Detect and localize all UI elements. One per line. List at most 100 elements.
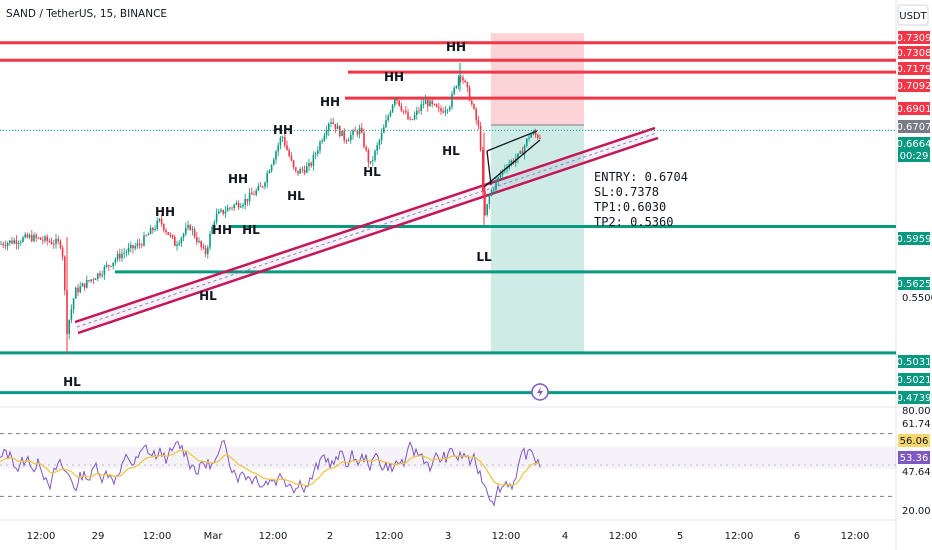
candle-body xyxy=(497,177,499,182)
candle-body xyxy=(523,145,526,155)
price-tag: 0.5031 xyxy=(897,355,932,368)
candle-body xyxy=(352,130,354,135)
candle-body xyxy=(59,241,62,248)
candle-body xyxy=(176,244,178,246)
time-tick: 2 xyxy=(327,531,333,542)
candle-body xyxy=(171,234,174,238)
rising-wedge[interactable] xyxy=(483,130,541,188)
candle-body xyxy=(53,243,55,245)
candle-body xyxy=(446,109,449,111)
candle-body xyxy=(394,98,396,105)
time-tick: 12:00 xyxy=(375,531,404,542)
candle-body xyxy=(31,235,33,242)
price-tag: 0.6664 xyxy=(897,137,932,150)
stop-zone xyxy=(491,33,584,125)
candle-body xyxy=(211,226,213,234)
price-tag-label: 0.5625 xyxy=(897,279,932,290)
candle-body xyxy=(13,240,15,244)
candle-body xyxy=(314,153,317,155)
structure-label: HH xyxy=(384,70,404,84)
candle-body xyxy=(193,229,196,237)
candle-body xyxy=(400,105,403,111)
candle-body xyxy=(330,122,332,124)
structure-label: HL xyxy=(242,223,260,237)
candle-body xyxy=(75,287,77,299)
price-tag: 0.4739 xyxy=(897,391,932,404)
structure-label: HH xyxy=(228,172,248,186)
candle-body xyxy=(479,125,482,151)
candle-body xyxy=(61,247,64,257)
rsi-tag-label: 53.36 xyxy=(900,453,929,464)
candle-body xyxy=(466,82,469,88)
candle-body xyxy=(310,163,312,166)
price-tag-label: 0.4739 xyxy=(897,393,932,404)
candle-body xyxy=(284,137,286,146)
candle-body xyxy=(130,245,132,248)
candle-body xyxy=(20,241,22,243)
price-tag-bg xyxy=(898,46,930,59)
candle-body xyxy=(33,234,35,242)
candle-body xyxy=(270,164,273,172)
candle-body xyxy=(407,112,409,120)
candle-body xyxy=(237,203,240,208)
structure-label: LL xyxy=(476,250,492,264)
candle-body xyxy=(182,233,185,238)
candle-body xyxy=(521,151,524,155)
rsi-value-tag: 53.36 xyxy=(898,451,930,464)
candle-body xyxy=(431,100,433,104)
candle-body xyxy=(440,108,442,112)
candle-body xyxy=(6,243,9,247)
candle-body xyxy=(281,137,284,138)
candle-body xyxy=(116,253,119,260)
price-tag: 0.7309 xyxy=(897,31,932,44)
candle-body xyxy=(101,274,103,276)
time-tick: 3 xyxy=(445,531,451,542)
candle-body xyxy=(167,232,169,235)
candle-body xyxy=(354,130,356,132)
candle-body xyxy=(290,156,293,161)
short-position-box[interactable] xyxy=(491,33,584,353)
y-tick-0.5500: 0.5500 xyxy=(902,293,932,304)
time-tick: 12:00 xyxy=(27,531,56,542)
candle-body xyxy=(336,126,339,130)
candle-body xyxy=(365,146,367,150)
candle-body xyxy=(114,259,117,263)
candle-body xyxy=(125,252,128,253)
price-tag-label: 0.6664 xyxy=(897,139,932,150)
price-tag: 0.6707 xyxy=(897,120,932,133)
candle-body xyxy=(233,204,235,208)
candle-body xyxy=(198,241,200,243)
candle-body xyxy=(262,186,264,188)
lightning-icon[interactable] xyxy=(531,383,549,401)
candle-body xyxy=(468,87,471,101)
candle-body xyxy=(482,150,484,192)
candle-body xyxy=(158,218,161,221)
candle-body xyxy=(473,104,475,110)
time-tick: Mar xyxy=(204,531,224,542)
candle-body xyxy=(363,132,365,147)
candle-body xyxy=(44,236,46,241)
price-tag: 0.7179 xyxy=(897,62,932,75)
candle-body xyxy=(132,245,134,249)
time-tick: 6 xyxy=(794,531,800,542)
currency-badge[interactable]: USDT xyxy=(897,4,929,26)
candle-body xyxy=(83,283,86,288)
candle-body xyxy=(427,99,429,107)
candle-body xyxy=(112,262,114,267)
price-tag: 0.7308 xyxy=(897,46,932,59)
price-tag-bg xyxy=(898,120,930,133)
candle-body xyxy=(136,243,139,247)
price-tag: 0.5959 xyxy=(897,232,932,245)
price-tag-bg xyxy=(898,355,930,368)
ascending-channel[interactable] xyxy=(74,126,659,335)
candle-body xyxy=(433,103,436,105)
candle-body xyxy=(209,233,211,248)
candle-body xyxy=(332,122,334,124)
candle-body xyxy=(226,207,229,212)
channel-fill xyxy=(75,128,658,333)
candle-body xyxy=(259,186,262,187)
candle-body xyxy=(121,253,123,259)
candle-body xyxy=(26,234,29,238)
candle-body xyxy=(37,237,40,239)
